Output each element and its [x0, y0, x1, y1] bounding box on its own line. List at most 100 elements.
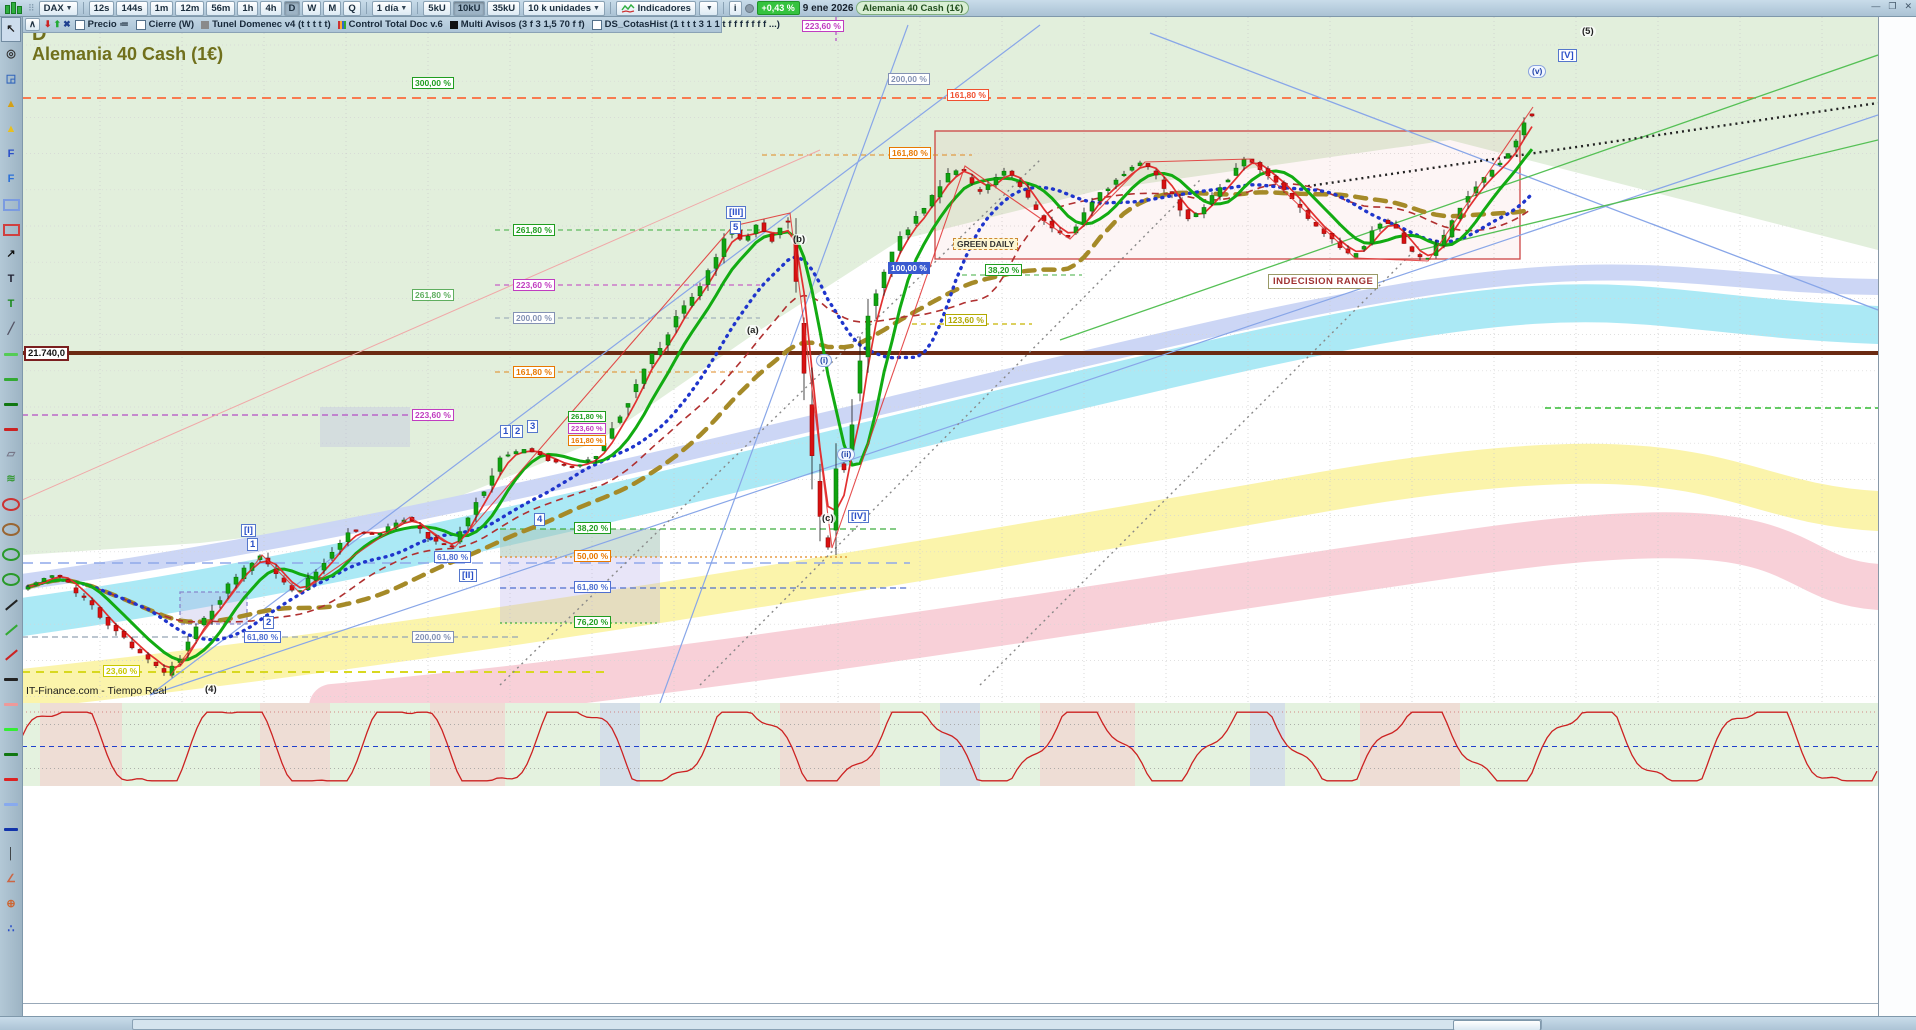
panel-awesome-evolution[interactable]	[22, 866, 1878, 940]
tool-hline-pink-icon[interactable]	[1, 692, 21, 717]
timeframe-button-12m[interactable]: 12m	[175, 0, 205, 16]
chevron-down-icon: ▼	[65, 4, 73, 12]
tool-zoom-icon[interactable]: ◎	[1, 42, 21, 67]
status-bar	[0, 1016, 1916, 1030]
tool-hline-green-dark-icon[interactable]	[1, 392, 21, 417]
overlay-item-label: Precio	[87, 19, 117, 30]
toolbar-grip[interactable]: ⠿	[28, 2, 35, 13]
checkbox[interactable]	[74, 19, 85, 30]
tool-ellipse-brown-icon[interactable]	[1, 517, 21, 542]
tool-hline-green-light-icon[interactable]	[1, 342, 21, 367]
overlay-item[interactable]: Tunel Domenec v4 (t t t t t)	[201, 19, 331, 30]
timeframe-button-1m[interactable]: 1m	[149, 0, 174, 16]
trendline-black-glyph	[4, 598, 18, 611]
window-control[interactable]: ✕	[1904, 1, 1912, 11]
unit-button-10kU[interactable]: 10kU	[452, 0, 486, 16]
hline-bright-green-glyph	[4, 728, 18, 731]
price-axis[interactable]	[1878, 17, 1916, 1016]
tool-indicator-wave-icon[interactable]: ≋	[1, 467, 21, 492]
overlay-item[interactable]: Multi Avisos (3 f 3 1,5 70 f f)	[449, 19, 585, 30]
tool-hline-dark-green-icon[interactable]	[1, 742, 21, 767]
tool-trendline-black-icon[interactable]	[1, 592, 21, 617]
overlay-item[interactable]: DS_CotasHist (1 t t t 3 1 1 t f f f f f …	[591, 19, 780, 30]
tool-hline-red-icon[interactable]	[1, 417, 21, 442]
buy-arrow-icon[interactable]: ⬆	[53, 19, 62, 29]
tool-hline-red-2-icon[interactable]	[1, 767, 21, 792]
change-badge: +0,43 %	[756, 1, 800, 15]
timeframe-button-56m[interactable]: 56m	[206, 0, 236, 16]
indicators-caret-button[interactable]: ▼	[698, 0, 718, 16]
tool-rect-blue-icon[interactable]	[1, 192, 21, 217]
overlay-item[interactable]: Precio ≔	[74, 19, 129, 30]
tool-hline-green-icon[interactable]	[1, 367, 21, 392]
collapse-button[interactable]: ∧	[25, 18, 40, 31]
tool-hline-light-blue-icon[interactable]	[1, 792, 21, 817]
tool-ellipse-green-2-icon[interactable]	[1, 567, 21, 592]
panel-barra-fuerza[interactable]	[22, 940, 1878, 1003]
time-axis[interactable]	[22, 1003, 1878, 1017]
overlay-item-label: Cierre (W)	[148, 19, 195, 30]
tool-circle-target-icon[interactable]: ⊕	[1, 892, 21, 917]
timeframe-button-12s[interactable]: 12s	[88, 0, 115, 16]
delete-icon[interactable]: ✖	[63, 19, 71, 29]
segment-glyph: ╱	[7, 323, 15, 335]
tool-trendline-red-icon[interactable]	[1, 642, 21, 667]
horizontal-scrollbar[interactable]	[132, 1019, 1542, 1030]
tool-hline-bright-green-icon[interactable]	[1, 717, 21, 742]
unit-button-35kU[interactable]: 35kU	[487, 0, 521, 16]
tool-arrow-icon[interactable]: ↗	[1, 242, 21, 267]
tool-vline-icon[interactable]: │	[1, 842, 21, 867]
timeframe-button-D[interactable]: D	[283, 0, 301, 16]
main-chart[interactable]	[22, 17, 1878, 703]
swatch-icon	[337, 20, 346, 29]
checkbox[interactable]	[591, 19, 602, 30]
chevron-down-icon: ▼	[705, 4, 713, 12]
tool-pointer-icon[interactable]: ↖	[1, 17, 21, 42]
window-control[interactable]: ❐	[1888, 1, 1897, 11]
tool-hline-black-icon[interactable]	[1, 667, 21, 692]
sell-arrow-icon[interactable]: ⬇	[43, 19, 52, 29]
indicators-button[interactable]: Indicadores	[615, 0, 696, 16]
panel-willy-doc[interactable]	[22, 786, 1878, 866]
vline-glyph: │	[7, 848, 15, 860]
instrument-dropdown[interactable]: DAX ▼	[38, 0, 78, 16]
unit-button-5kU[interactable]: 5kU	[423, 0, 451, 16]
timeframe-button-Q[interactable]: Q	[343, 0, 361, 16]
trendline-green-glyph	[4, 623, 18, 636]
tool-scatter-icon[interactable]: ∴	[1, 917, 21, 942]
tool-ruler-icon[interactable]: ▱	[1, 442, 21, 467]
tool-angle-icon[interactable]: ∠	[1, 867, 21, 892]
panel-sistema-trenes[interactable]	[22, 703, 1878, 786]
tool-trendline-green-icon[interactable]	[1, 617, 21, 642]
period-dropdown[interactable]: 1 día ▼	[371, 0, 413, 16]
tool-hline-dark-blue-icon[interactable]	[1, 817, 21, 842]
tool-text-icon[interactable]: T	[1, 267, 21, 292]
tool-text-bubble-icon[interactable]: T	[1, 292, 21, 317]
overlay-item[interactable]: Control Total Doc v.6	[337, 19, 443, 30]
tool-rect-red-icon[interactable]	[1, 217, 21, 242]
tool-ellipse-red-icon[interactable]	[1, 492, 21, 517]
swatch-icon	[449, 20, 458, 29]
tool-ellipse-green-icon[interactable]	[1, 542, 21, 567]
tool-alert-cursor-icon[interactable]: ▲	[1, 92, 21, 117]
timeframe-button-4h[interactable]: 4h	[260, 0, 282, 16]
list-icon[interactable]: ≔	[119, 19, 129, 29]
checkbox[interactable]	[135, 19, 146, 30]
price-level-label[interactable]: 21.740,0	[24, 346, 69, 361]
window-control[interactable]: —	[1871, 1, 1881, 11]
tool-fib-projection-icon[interactable]: F	[1, 167, 21, 192]
units-dropdown[interactable]: 10 k unidades ▼	[523, 0, 605, 16]
timeframe-button-M[interactable]: M	[323, 0, 342, 16]
window-controls[interactable]: — ❐ ✕	[1871, 1, 1912, 12]
timeframe-button-1h[interactable]: 1h	[237, 0, 259, 16]
tool-zoom-area-icon[interactable]: ◲	[1, 67, 21, 92]
overlay-item[interactable]: Cierre (W)	[135, 19, 195, 30]
tool-fib-retracement-icon[interactable]: F	[1, 142, 21, 167]
scrollbar-thumb[interactable]	[1453, 1020, 1541, 1030]
timeframe-button-144s[interactable]: 144s	[116, 0, 148, 16]
timeframe-button-W[interactable]: W	[302, 0, 322, 16]
fib-projection-glyph: F	[7, 173, 15, 185]
tool-segment-icon[interactable]: ╱	[1, 317, 21, 342]
info-button[interactable]: i	[728, 0, 742, 16]
tool-alert-bell-icon[interactable]: ▲	[1, 117, 21, 142]
